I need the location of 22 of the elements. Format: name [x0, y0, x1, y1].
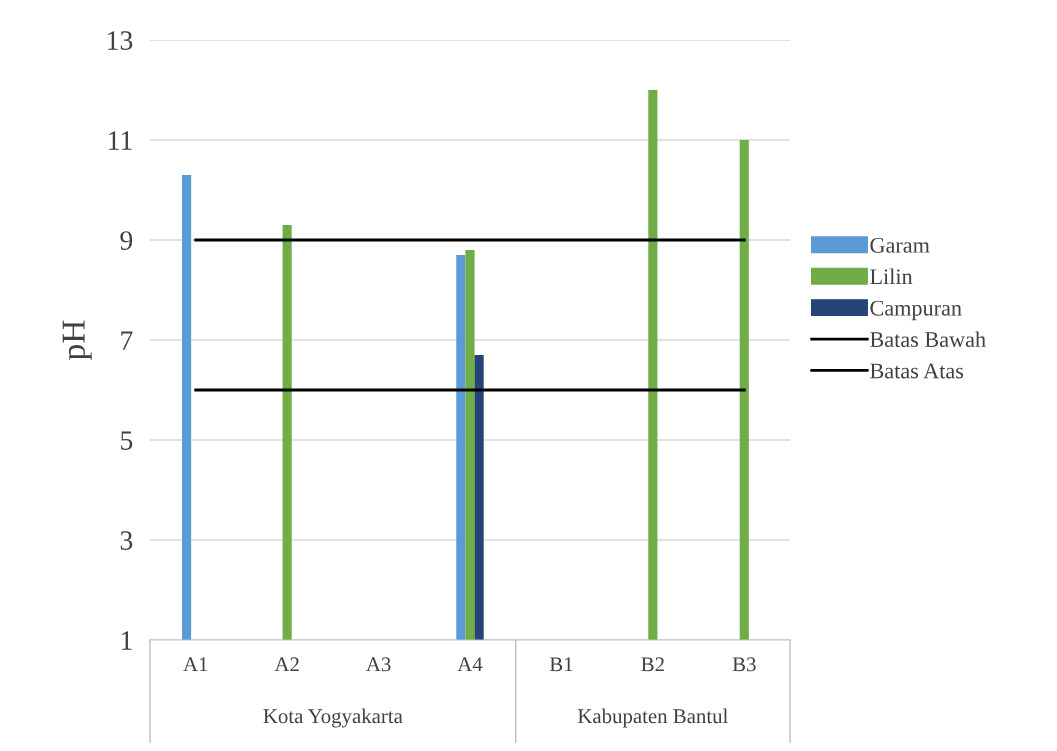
- x-tick-label: B1: [549, 657, 573, 672]
- y-axis-title: pH: [62, 320, 92, 360]
- x-tick-label: A1: [183, 657, 208, 672]
- y-tick-label: 5: [121, 431, 133, 450]
- y-tick-label: 7: [121, 331, 133, 350]
- y-tick-label: 11: [109, 131, 132, 150]
- x-tick-label: A3: [366, 657, 391, 672]
- y-tick-label: 1: [121, 631, 132, 650]
- y-tick-label: 3: [120, 531, 133, 550]
- x-tick-label: A4: [457, 657, 483, 672]
- legend-label: Batas Atas: [870, 363, 964, 379]
- y-tick-label: 9: [120, 231, 133, 250]
- text: Kabupaten Bantul: [577, 708, 728, 728]
- legend-label: Batas Bawah: [870, 331, 986, 348]
- legend-label: Garam: [870, 237, 930, 253]
- x-tick-label: B3: [732, 657, 756, 672]
- y-tick-label: 13: [108, 31, 133, 50]
- legend-label: Campuran: [870, 300, 962, 321]
- text: Kota Yogyakarta: [263, 708, 403, 728]
- legend-label: Lilin: [870, 268, 913, 285]
- x-tick-label: B2: [641, 657, 664, 672]
- x-tick-label: A2: [274, 657, 299, 672]
